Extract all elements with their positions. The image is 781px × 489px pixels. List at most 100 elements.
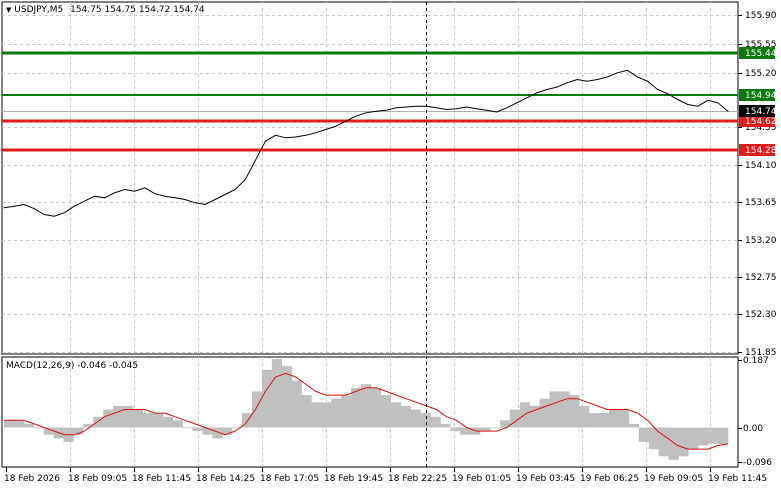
macd-bar xyxy=(33,427,44,429)
price-point xyxy=(194,202,196,204)
price-point xyxy=(506,107,508,109)
macd-bar xyxy=(628,423,639,428)
price-point xyxy=(275,134,276,136)
macd-bar xyxy=(718,427,729,445)
macd-bar xyxy=(271,359,282,428)
price-point xyxy=(84,200,85,202)
macd-bar xyxy=(688,427,699,450)
macd-bar xyxy=(648,427,659,450)
macd-bar xyxy=(291,380,302,428)
macd-bar xyxy=(400,405,411,428)
price-point xyxy=(94,195,95,197)
price-point xyxy=(305,134,307,136)
price-tick-label: 153.20 xyxy=(745,236,777,246)
price-point xyxy=(476,108,477,110)
level-label-bg-resistance-low xyxy=(739,89,775,101)
price-point xyxy=(647,80,648,82)
price-point xyxy=(184,199,186,200)
macd-bar xyxy=(222,427,233,435)
macd-bar xyxy=(678,427,689,457)
macd-bar xyxy=(708,427,719,444)
price-point xyxy=(415,105,417,107)
macd-bar xyxy=(390,402,401,428)
price-tick-label: 155.20 xyxy=(745,69,777,79)
price-point xyxy=(486,109,488,111)
macd-bar xyxy=(23,423,34,428)
price-point xyxy=(637,76,638,78)
macd-bar xyxy=(182,427,193,429)
time-tick-label: 19 Feb 06:25 xyxy=(580,474,639,484)
macd-bar xyxy=(152,413,163,428)
macd-bar xyxy=(609,409,620,428)
price-point xyxy=(134,190,136,192)
macd-bar xyxy=(668,427,679,460)
macd-bar xyxy=(93,416,104,428)
price-point xyxy=(697,105,699,107)
level-label-bg-support-high xyxy=(739,115,775,127)
macd-bar xyxy=(192,427,203,432)
price-point xyxy=(53,215,55,217)
price-point xyxy=(617,72,618,74)
price-point xyxy=(315,132,317,134)
macd-bar xyxy=(371,387,382,428)
price-point xyxy=(164,195,166,197)
time-tick-label: 18 Feb 22:25 xyxy=(388,474,447,484)
price-point xyxy=(144,187,146,189)
macd-bar xyxy=(450,427,461,432)
price-tick-label: 154.10 xyxy=(745,161,777,171)
macd-bar xyxy=(410,409,421,428)
price-point xyxy=(385,109,387,111)
macd-bar xyxy=(251,391,263,428)
macd-bar xyxy=(499,420,511,428)
price-point xyxy=(436,107,437,109)
macd-bar xyxy=(440,423,451,428)
macd-bar xyxy=(321,402,332,428)
macd-bar xyxy=(618,409,630,428)
macd-header: MACD(12,26,9) -0.046 -0.045 xyxy=(6,361,138,371)
macd-bar xyxy=(43,427,54,435)
macd-bar xyxy=(202,427,213,435)
price-point xyxy=(687,104,689,105)
price-point xyxy=(546,89,548,90)
price-point xyxy=(707,99,709,101)
macd-bar xyxy=(698,427,709,446)
macd-signal-line xyxy=(4,372,729,450)
price-point xyxy=(456,108,457,110)
level-label-bg-support-low xyxy=(739,144,775,156)
macd-bar xyxy=(460,427,471,435)
macd-bar xyxy=(162,416,173,428)
macd-bar xyxy=(172,420,183,428)
time-tick-label: 18 Feb 19:45 xyxy=(324,474,383,484)
price-point xyxy=(13,205,15,207)
price-point xyxy=(365,112,367,114)
price-tick-label: 152.30 xyxy=(745,310,777,320)
price-tick-label: 152.75 xyxy=(745,273,777,283)
price-point xyxy=(496,111,498,113)
macd-bar xyxy=(480,427,491,432)
macd-bar xyxy=(509,409,520,428)
price-point xyxy=(627,69,628,71)
price-point xyxy=(677,99,679,100)
macd-bar xyxy=(549,391,560,428)
macd-bar xyxy=(113,405,124,428)
price-point xyxy=(214,199,216,200)
price-point xyxy=(446,109,447,110)
price-point xyxy=(285,137,286,139)
price-point xyxy=(74,205,75,207)
time-tick-label: 18 Feb 17:05 xyxy=(260,474,319,484)
price-point xyxy=(63,212,65,214)
price-point xyxy=(466,106,467,108)
price-point xyxy=(375,110,377,112)
time-tick-label: 19 Feb 01:05 xyxy=(452,474,511,484)
menu-arrow-icon[interactable]: ▼ xyxy=(6,6,12,14)
price-panel[interactable] xyxy=(1,1,739,355)
price-point xyxy=(154,193,156,195)
time-tick-label: 19 Feb 09:05 xyxy=(644,474,703,484)
price-tick-label: 155.55 xyxy=(745,40,777,50)
macd-bar xyxy=(658,427,669,457)
price-point xyxy=(295,136,296,138)
price-point xyxy=(43,214,45,215)
macd-bar xyxy=(420,413,431,428)
